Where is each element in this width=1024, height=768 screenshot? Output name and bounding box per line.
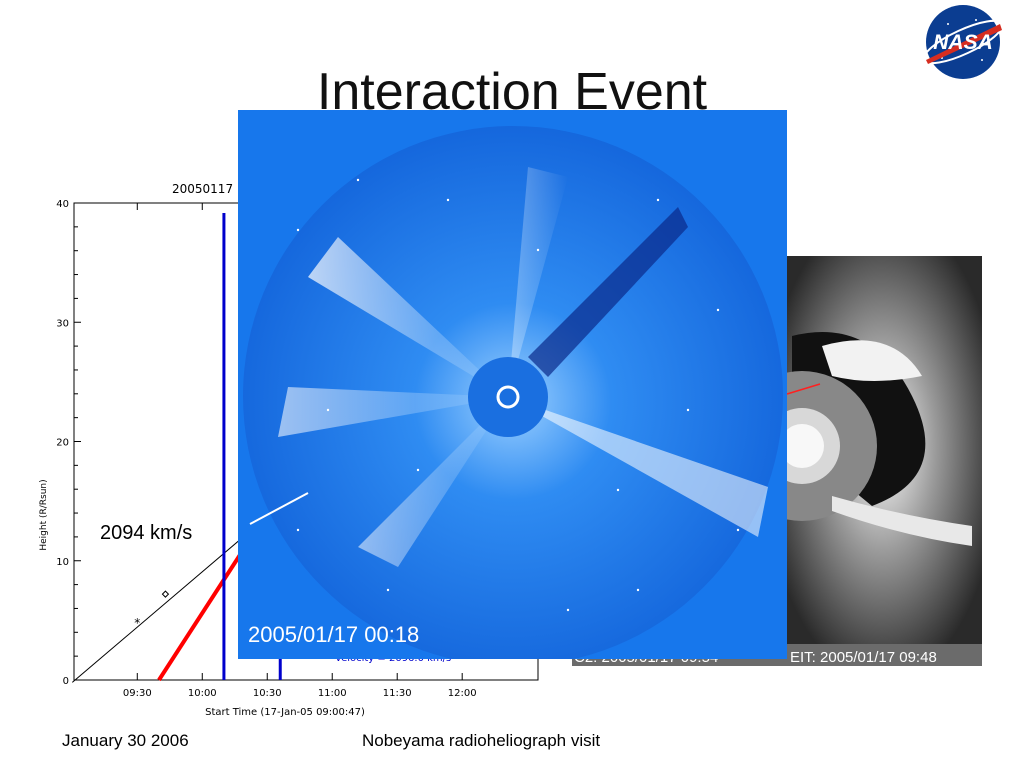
y-tick-label: 40 bbox=[56, 199, 69, 210]
footer-date: January 30 2006 bbox=[62, 731, 189, 750]
x-tick-label: 12:00 bbox=[448, 688, 477, 699]
nasa-logo: NASA bbox=[922, 5, 1004, 79]
x-tick-label: 11:00 bbox=[318, 688, 347, 699]
y-tick-label: 10 bbox=[56, 557, 69, 568]
footer-center-text: Nobeyama radioheliograph visit bbox=[362, 731, 601, 750]
y-tick-label: 0 bbox=[63, 676, 69, 687]
fit-line bbox=[157, 541, 250, 682]
speed-label: 2094 km/s bbox=[96, 522, 197, 545]
plot-ylabel: Height (R/Rsun) bbox=[39, 479, 49, 550]
c3-timestamp: 2005/01/17 00:18 bbox=[248, 622, 420, 647]
x-tick-label: 10:00 bbox=[188, 688, 217, 699]
fit-line bbox=[71, 519, 264, 683]
x-tick-label: 10:30 bbox=[253, 688, 282, 699]
x-tick-label: 09:30 bbox=[123, 688, 152, 699]
y-tick-label: 30 bbox=[56, 318, 69, 329]
plot-title: 20050117 bbox=[172, 182, 233, 196]
plot-xlabel: Start Time (17-Jan-05 09:00:47) bbox=[205, 707, 365, 718]
x-tick-label: 11:30 bbox=[383, 688, 412, 699]
c3-coronagraph-image bbox=[238, 110, 787, 659]
data-point: * bbox=[134, 616, 140, 630]
data-point bbox=[161, 590, 170, 598]
eit-caption: EIT: 2005/01/17 09:48 bbox=[790, 649, 937, 666]
y-tick-label: 20 bbox=[56, 438, 69, 449]
nasa-logo-text: NASA bbox=[933, 31, 993, 54]
